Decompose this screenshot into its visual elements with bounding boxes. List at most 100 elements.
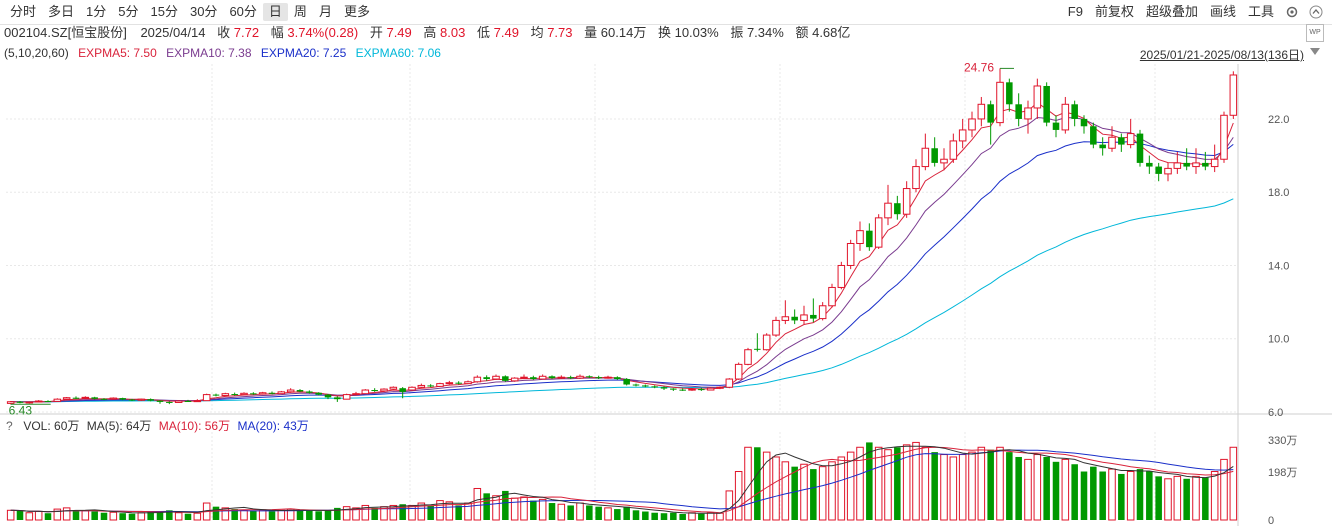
volume-bar: [427, 505, 434, 520]
candle-body: [642, 385, 649, 387]
candle-body: [16, 401, 24, 403]
price-axis-label: 22.0: [1268, 114, 1289, 126]
candle-body: [109, 397, 118, 400]
tab-30分[interactable]: 30分: [189, 4, 218, 19]
candle-body: [698, 389, 705, 391]
candle-body: [1015, 104, 1022, 119]
candle-body: [762, 334, 771, 351]
volume-bar: [828, 461, 836, 521]
change-label: 幅: [270, 25, 284, 40]
high-marker-label: 24.76: [964, 60, 994, 74]
up-arrow-icon[interactable]: [1308, 4, 1324, 20]
draw-button[interactable]: 画线: [1209, 4, 1236, 19]
volume-bar: [894, 447, 901, 520]
volume-bar: [949, 456, 958, 521]
candle-body: [268, 392, 276, 394]
candle-body: [1043, 85, 1050, 123]
candle-body: [949, 140, 958, 160]
low-label: 低: [476, 25, 490, 40]
volume-bar: [557, 503, 566, 521]
candle-body: [557, 376, 566, 379]
candle-body: [968, 118, 976, 131]
volume-bar: [53, 508, 62, 521]
volume-bar: [1229, 446, 1238, 521]
tab-1分[interactable]: 1分: [86, 4, 107, 19]
wp-badge[interactable]: WP: [1306, 24, 1324, 42]
candle-body: [651, 386, 658, 388]
candle-body: [725, 378, 734, 388]
candle-body: [334, 397, 341, 400]
candle-body: [828, 286, 836, 307]
volume-bar: [1099, 471, 1106, 520]
overlay-button[interactable]: 超级叠加: [1145, 4, 1198, 19]
volume-bar: [119, 513, 126, 520]
candle-body: [1024, 107, 1032, 120]
candle-body: [614, 377, 621, 380]
volume-bar: [530, 500, 537, 520]
ema5-value: EXPMA5: 7.50: [78, 46, 157, 60]
volume-bar: [408, 504, 416, 521]
volume-bar: [1108, 468, 1116, 521]
tab-多日[interactable]: 多日: [48, 4, 75, 19]
tab-5分[interactable]: 5分: [118, 4, 139, 19]
tab-60分[interactable]: 60分: [229, 4, 257, 19]
tab-分时[interactable]: 分时: [10, 4, 37, 19]
candle-body: [193, 400, 202, 403]
volume-bar: [1164, 478, 1172, 521]
volume-bar: [1173, 475, 1182, 521]
volume-bar: [1033, 454, 1042, 521]
volume-bar: [324, 510, 332, 520]
candle-body: [670, 388, 677, 390]
volume-bar: [483, 493, 490, 520]
date-range[interactable]: 2025/01/21-2025/08/13(136日): [1139, 48, 1304, 62]
volume-bar: [1015, 456, 1022, 520]
candle-body: [445, 382, 454, 385]
volume-bar: [184, 513, 192, 520]
candle-body: [1155, 166, 1162, 174]
candle-body: [632, 384, 640, 386]
adjust-button[interactable]: 前复权: [1094, 4, 1134, 19]
candle-body: [623, 379, 630, 385]
volume-legend: ? VOL: 60万 MA(5): 64万 MA(10): 56万 MA(20)…: [6, 417, 309, 434]
candle-body: [240, 392, 248, 396]
help-icon[interactable]: ?: [6, 419, 13, 433]
f9-button[interactable]: F9: [1067, 4, 1083, 19]
volume-bar: [734, 471, 743, 521]
candle-body: [1033, 85, 1042, 109]
volume-bar: [856, 446, 864, 521]
volume-bar: [1090, 466, 1097, 520]
tools-button[interactable]: 工具: [1247, 4, 1274, 19]
range-dropdown-icon[interactable]: [1310, 48, 1320, 55]
open-label: 开: [369, 25, 383, 40]
candle-body: [716, 386, 724, 389]
candle-body: [399, 388, 406, 392]
volume-bar: [221, 507, 230, 521]
volume-axis-label: 330万: [1268, 435, 1297, 447]
candle-body: [44, 401, 52, 403]
volume-axis-label: 0: [1268, 515, 1274, 526]
volume-bar: [586, 505, 593, 520]
candle-body: [660, 387, 668, 389]
volume-bar: [1061, 458, 1070, 521]
tab-周[interactable]: 周: [293, 4, 307, 19]
volume-bar: [1210, 471, 1219, 521]
candle-body: [62, 397, 71, 400]
volume-bar: [754, 447, 761, 520]
volume-bar: [987, 449, 994, 520]
volume-bar: [968, 451, 976, 521]
tab-更多[interactable]: 更多: [343, 4, 370, 19]
volume-bar: [100, 512, 108, 520]
tab-月[interactable]: 月: [318, 4, 332, 19]
candle-body: [417, 384, 426, 388]
volume-bar: [810, 469, 817, 520]
candle-body: [586, 376, 593, 378]
avg-label: 均: [530, 25, 544, 40]
tab-日[interactable]: 日: [262, 3, 288, 21]
low-marker-label: 6.43: [9, 403, 33, 417]
tab-15分[interactable]: 15分: [150, 4, 178, 19]
gear-icon[interactable]: [1284, 4, 1300, 20]
stock-info: 002104.SZ[恒宝股份] 2025/04/14 收 7.72 幅 3.74…: [4, 25, 850, 41]
volume-bar: [193, 512, 202, 521]
candle-body: [100, 398, 108, 400]
